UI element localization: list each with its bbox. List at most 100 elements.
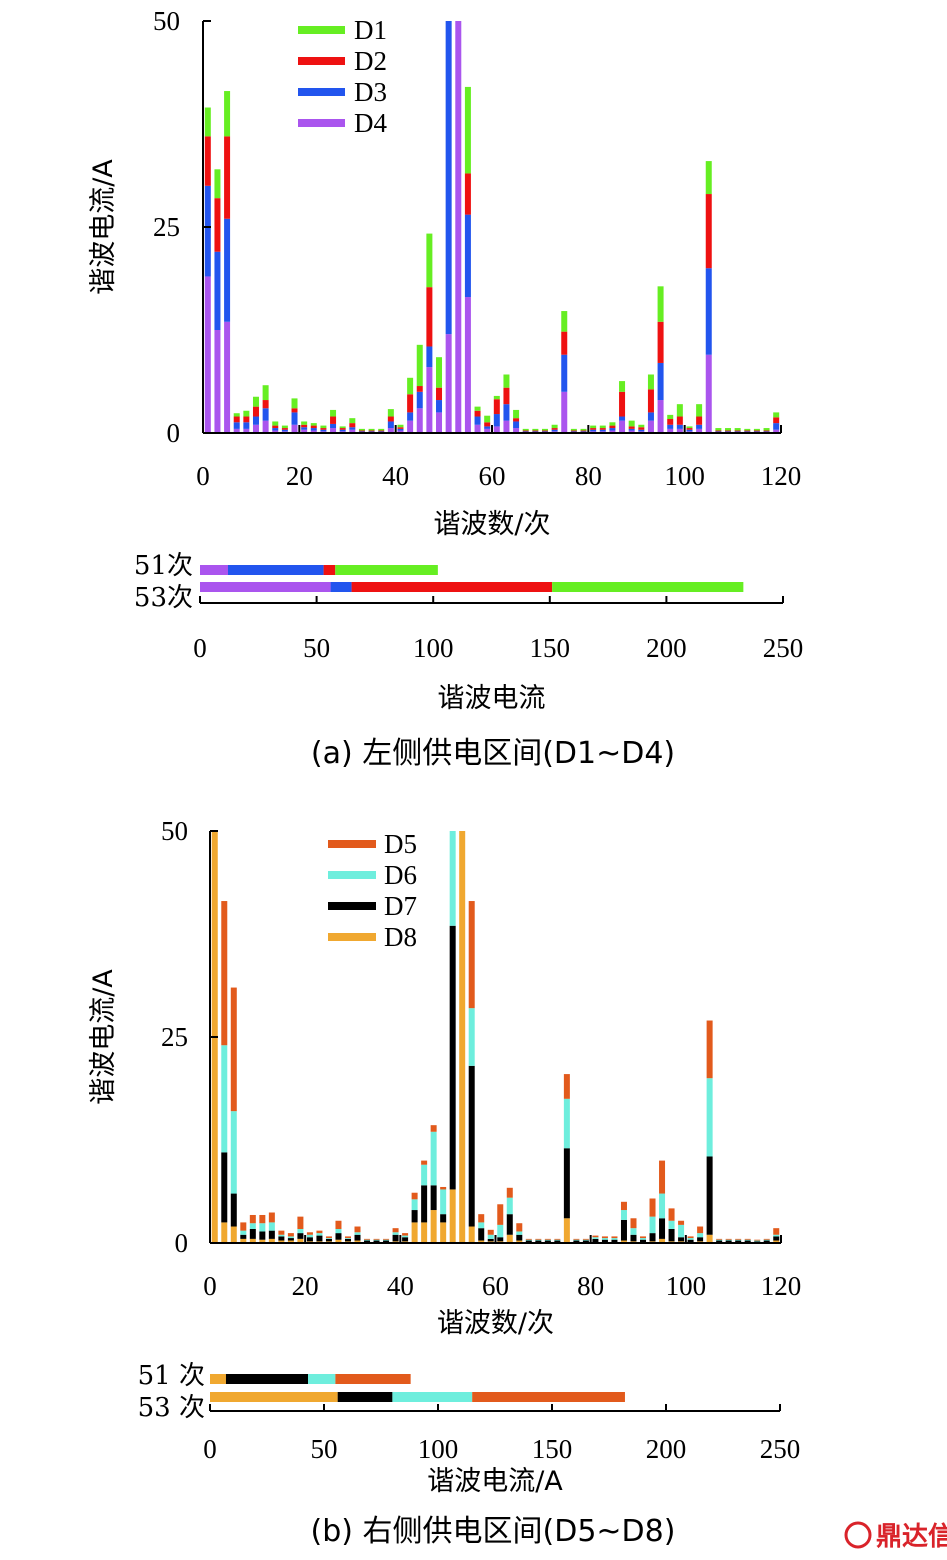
bar-stack [676, 404, 683, 433]
legend-label-d6: D6 [384, 860, 417, 890]
bar-segment-d3 [339, 429, 346, 432]
bar-segment-d6 [754, 1240, 761, 1242]
bar-segment-d3 [349, 427, 356, 430]
bar-segment-d5 [716, 1238, 723, 1240]
bar-segment-d7 [716, 1240, 723, 1243]
bar-segment-d3 [657, 362, 664, 401]
bar-segment-d1 [647, 374, 654, 390]
bar-segment-d1 [349, 418, 356, 424]
bar-segment-d1 [734, 428, 741, 431]
bar-segment-d8 [249, 1238, 256, 1243]
bar-segment-d4 [474, 424, 481, 433]
y-tick-label: 0 [167, 418, 181, 448]
bar-segment-d3 [204, 185, 211, 277]
bar-stack [354, 1226, 361, 1243]
bar-segment-d6 [383, 1239, 390, 1241]
bar-segment-d6 [649, 1216, 656, 1234]
bar-segment-d4 [436, 412, 443, 433]
bar-segment-d7 [773, 1236, 780, 1241]
bar-segment-d2 [387, 416, 394, 422]
bar-stack [563, 1074, 570, 1243]
bar-stack [421, 1160, 428, 1243]
bar-segment-d6 [601, 1238, 608, 1240]
bar-segment-d2 [725, 430, 732, 432]
bar-segment-d3 [773, 423, 780, 430]
bar-segment-d6 [563, 1098, 570, 1149]
bar-segment-d2 [339, 428, 346, 430]
bar-segment-d3 [233, 422, 240, 429]
bar-segment-d5 [544, 1238, 551, 1240]
bar-segment-d1 [484, 415, 491, 423]
legend-label-d8: D8 [384, 922, 417, 952]
bar-segment-d3 [676, 424, 683, 429]
bar-stack [667, 414, 674, 433]
bar-stack [297, 1216, 304, 1243]
bar-segment-d8 [706, 1234, 713, 1243]
bar-segment-d5 [735, 1238, 742, 1240]
bar-segment-d5 [497, 1204, 504, 1225]
x-tick-label: 80 [577, 1271, 604, 1301]
bar-segment-d2 [301, 424, 308, 428]
bar-segment-d6 [678, 1224, 685, 1238]
bar-segment-d3 [272, 428, 279, 431]
bar-segment-d7 [230, 1193, 237, 1227]
bar-segment-d1 [657, 286, 664, 322]
bar-stack [474, 406, 481, 433]
bar-segment-d2 [426, 287, 433, 347]
bar-stack [416, 344, 423, 433]
bar-segment-d3 [599, 429, 606, 432]
bar-segment-d7 [535, 1240, 542, 1243]
bar-segment-d8 [440, 1222, 447, 1243]
bar-segment-d1 [522, 428, 529, 431]
bar-segment-d2 [541, 430, 548, 432]
bar-segment-d2 [252, 406, 259, 417]
bar-segment-d3 [445, 21, 452, 335]
bar-segment-d6 [278, 1234, 285, 1237]
summary-x-axis-label: 谐波电流 [438, 683, 546, 714]
bar-stack [697, 1226, 704, 1243]
bar-segment-d5 [659, 1160, 666, 1194]
bar-stack [397, 424, 404, 433]
bar-stack [590, 425, 597, 433]
bar-segment-d4 [426, 367, 433, 433]
summary-chart: 51 次53 次 0 50 100 150 200 250 谐波电流/A [138, 1361, 801, 1497]
bar-segment-d3 [570, 431, 577, 433]
bar-segment-d1 [638, 424, 645, 428]
bar-segment-d1 [590, 425, 597, 429]
bar-segment-d1 [378, 428, 385, 431]
bar-segment-d8 [259, 1239, 266, 1243]
figure-caption: (a) 左侧供电区间(D1~D4) [311, 736, 675, 771]
bar-segment-d5 [535, 1238, 542, 1240]
bar-segment-d6 [592, 1237, 599, 1239]
summary-x-tick-label: 250 [763, 633, 804, 663]
bar-segment-d2 [667, 418, 674, 425]
bar-stack [638, 424, 645, 433]
bar-segment-d6 [535, 1239, 542, 1241]
bar-segment-d6 [582, 1239, 589, 1241]
bar-segment-d2 [464, 173, 471, 215]
bar-segment-d8 [478, 1240, 485, 1243]
bar-segment-d4 [667, 428, 674, 433]
x-tick-label: 120 [761, 461, 802, 491]
bar-segment-d7 [611, 1239, 618, 1243]
bar-stack [306, 1232, 313, 1243]
bar-segment-d3 [628, 428, 635, 431]
bar-segment-d3 [291, 412, 298, 425]
bar-segment-d1 [416, 344, 423, 387]
watermark-text: 鼎达信 [876, 1522, 947, 1552]
bar-segment-d2 [715, 430, 722, 432]
summary-segment-d8 [210, 1374, 226, 1384]
bar-segment-d3 [686, 429, 693, 432]
bar-segment-d1 [426, 233, 433, 288]
bar-segment-d3 [378, 431, 385, 433]
bar-segment-d2 [310, 425, 317, 429]
bar-segment-d1 [503, 374, 510, 388]
bar-segment-d7 [744, 1240, 751, 1243]
bar-segment-d6 [725, 1239, 732, 1241]
bar-segment-d2 [262, 400, 269, 409]
x-tick-label: 0 [196, 461, 210, 491]
bar-segment-d5 [668, 1208, 675, 1221]
